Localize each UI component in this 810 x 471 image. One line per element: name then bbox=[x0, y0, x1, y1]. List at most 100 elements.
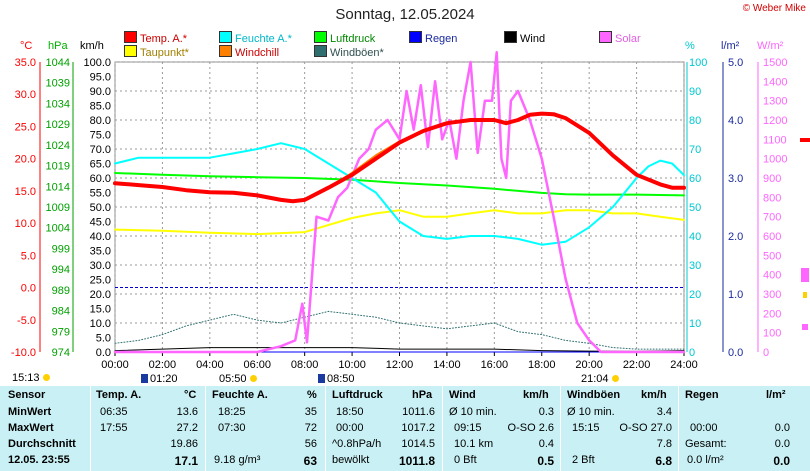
cell: Ø 10 min. bbox=[567, 406, 615, 418]
table-row: MaxWert 17:55 27.2 07:30 72 00:00 1017.2… bbox=[0, 422, 810, 439]
legend-swatch bbox=[124, 45, 137, 57]
pressure-tick-label: 984 bbox=[52, 306, 70, 318]
cell: 0.0 bbox=[774, 422, 790, 434]
time-tick-label: 06:00 bbox=[243, 359, 271, 371]
cell: 35 bbox=[304, 406, 317, 418]
legend-item: Taupunkt* bbox=[124, 45, 189, 59]
humidity-tick-label: 30 bbox=[689, 260, 701, 272]
time-tick-label: 14:00 bbox=[433, 359, 461, 371]
legend-label: Regen bbox=[425, 33, 458, 45]
humidity-tick-label: 0 bbox=[689, 347, 695, 359]
legend-swatch bbox=[314, 45, 327, 57]
legend-label: Windchill bbox=[235, 47, 280, 59]
edge-marker bbox=[801, 268, 809, 282]
legend-label: Wind bbox=[520, 33, 546, 45]
temp-tick-label: 30.0 bbox=[15, 89, 36, 101]
cell: 72 bbox=[304, 422, 317, 434]
rain-tick-label: 1.0 bbox=[728, 289, 743, 301]
wind-tick-label: 85.0 bbox=[90, 101, 111, 113]
pressure-tick-label: 999 bbox=[52, 243, 70, 255]
pressure-tick-label: 1004 bbox=[46, 223, 70, 235]
legend-item: Regen bbox=[409, 31, 457, 45]
legend-label: Temp. A.* bbox=[140, 33, 188, 45]
time-tick-label: 04:00 bbox=[196, 359, 224, 371]
wind-tick-label: 75.0 bbox=[90, 130, 111, 142]
humidity-unit: % bbox=[685, 40, 695, 52]
cell: Ø 10 min. bbox=[449, 406, 497, 418]
cell: Gesamt: bbox=[685, 438, 727, 450]
row-label: 12.05. 23:55 bbox=[8, 454, 70, 466]
current-pressure: 1011.8 bbox=[398, 454, 435, 468]
solar-tick-label: 1100 bbox=[763, 134, 787, 146]
pressure-tick-label: 989 bbox=[52, 285, 70, 297]
solar-unit: W/m² bbox=[757, 40, 784, 52]
weather-chart: 35.0 30.0 25.0 20.0 15.0 10.0 5.0 0.0 -5.0 -10.0 1… bbox=[11, 51, 810, 371]
edge-marker bbox=[803, 292, 807, 298]
wind-tick-label: 50.0 bbox=[90, 202, 111, 214]
rain-unit: l/m² bbox=[721, 40, 740, 52]
time-tick-label: 20:00 bbox=[575, 359, 603, 371]
cell: 17:55 bbox=[100, 422, 128, 434]
series-solar-line bbox=[113, 51, 686, 354]
table-row-current: 12.05. 23:55 17.1 9.18 g/m³ 63 bewölkt 1… bbox=[0, 454, 810, 471]
legend-swatch bbox=[599, 31, 612, 43]
wind-tick-label: 95.0 bbox=[90, 72, 111, 84]
row-label: Durchschnitt bbox=[8, 438, 76, 450]
temp-tick-label: 10.0 bbox=[15, 218, 36, 230]
cell: 0.4 bbox=[538, 438, 554, 450]
pressure-tick-label: 1039 bbox=[46, 78, 70, 90]
solar-tick-label: 100 bbox=[763, 328, 781, 340]
current-temp: 17.1 bbox=[174, 454, 198, 468]
rain-tick-label: 0.0 bbox=[728, 347, 743, 359]
legend-item: Solar bbox=[599, 31, 641, 45]
temp-tick-label: 5.0 bbox=[21, 250, 36, 262]
humidity-tick-label: 90 bbox=[689, 86, 701, 98]
header-rain-unit: l/m² bbox=[766, 389, 786, 401]
pressure-tick-label: 1034 bbox=[46, 98, 70, 110]
pressure-tick-label: 1044 bbox=[46, 57, 70, 69]
solar-tick-label: 1500 bbox=[763, 57, 787, 69]
current-time: 15:13 bbox=[12, 372, 50, 384]
row-label: MaxWert bbox=[8, 422, 54, 434]
table-row: Durchschnitt 19.86 56 ^0.8hPa/h 1014.5 1… bbox=[0, 438, 810, 455]
cell: 06:35 bbox=[100, 406, 128, 418]
wind-tick-label: 70.0 bbox=[90, 144, 111, 156]
sun-icon bbox=[249, 375, 257, 382]
temp-tick-label: 15.0 bbox=[15, 186, 36, 198]
wind-tick-label: 100.0 bbox=[83, 57, 111, 69]
rain-tick-label: 3.0 bbox=[728, 173, 743, 185]
cell: 7.8 bbox=[656, 438, 672, 450]
copyright-label[interactable]: © Weber Mike bbox=[742, 3, 806, 14]
time-tick-label: 10:00 bbox=[338, 359, 366, 371]
header-wind-unit: km/h bbox=[523, 389, 549, 401]
humidity-tick-label: 100 bbox=[689, 57, 707, 69]
time-tick-label: 22:00 bbox=[623, 359, 651, 371]
sunset-time: 21:04 bbox=[581, 373, 619, 385]
legend-item: Feuchte A.* bbox=[219, 31, 292, 45]
header-gusts: Windböen bbox=[567, 389, 621, 401]
pressure-tick-label: 1024 bbox=[46, 140, 70, 152]
pressure-tick-label: 1014 bbox=[46, 181, 70, 193]
sun-icon bbox=[611, 375, 619, 382]
temp-tick-label: -10.0 bbox=[11, 347, 36, 359]
legend-swatch bbox=[314, 31, 327, 43]
wind-tick-label: 35.0 bbox=[90, 246, 111, 258]
legend-label: Luftdruck bbox=[330, 33, 376, 45]
solar-tick-label: 1400 bbox=[763, 76, 787, 88]
solar-tick-label: 200 bbox=[763, 308, 781, 320]
solar-tick-label: 500 bbox=[763, 250, 781, 262]
moon-icon bbox=[318, 374, 325, 383]
legend-swatch bbox=[219, 45, 232, 57]
temp-tick-label: -5.0 bbox=[17, 315, 36, 327]
wind-tick-label: 40.0 bbox=[90, 231, 111, 243]
cell: 3.4 bbox=[656, 406, 672, 418]
cell: 00:00 bbox=[336, 422, 364, 434]
temp-tick-label: 25.0 bbox=[15, 121, 36, 133]
temp-unit: °C bbox=[20, 40, 33, 52]
cell: 09:15 bbox=[454, 422, 482, 434]
series-luftdruck-line bbox=[114, 172, 685, 197]
table-header-row: Sensor Temp. A. °C Feuchte A. % Luftdruc… bbox=[0, 389, 810, 406]
solar-tick-label: 0 bbox=[763, 347, 769, 359]
solar-tick-label: 1300 bbox=[763, 96, 787, 108]
solar-tick-label: 400 bbox=[763, 270, 781, 282]
